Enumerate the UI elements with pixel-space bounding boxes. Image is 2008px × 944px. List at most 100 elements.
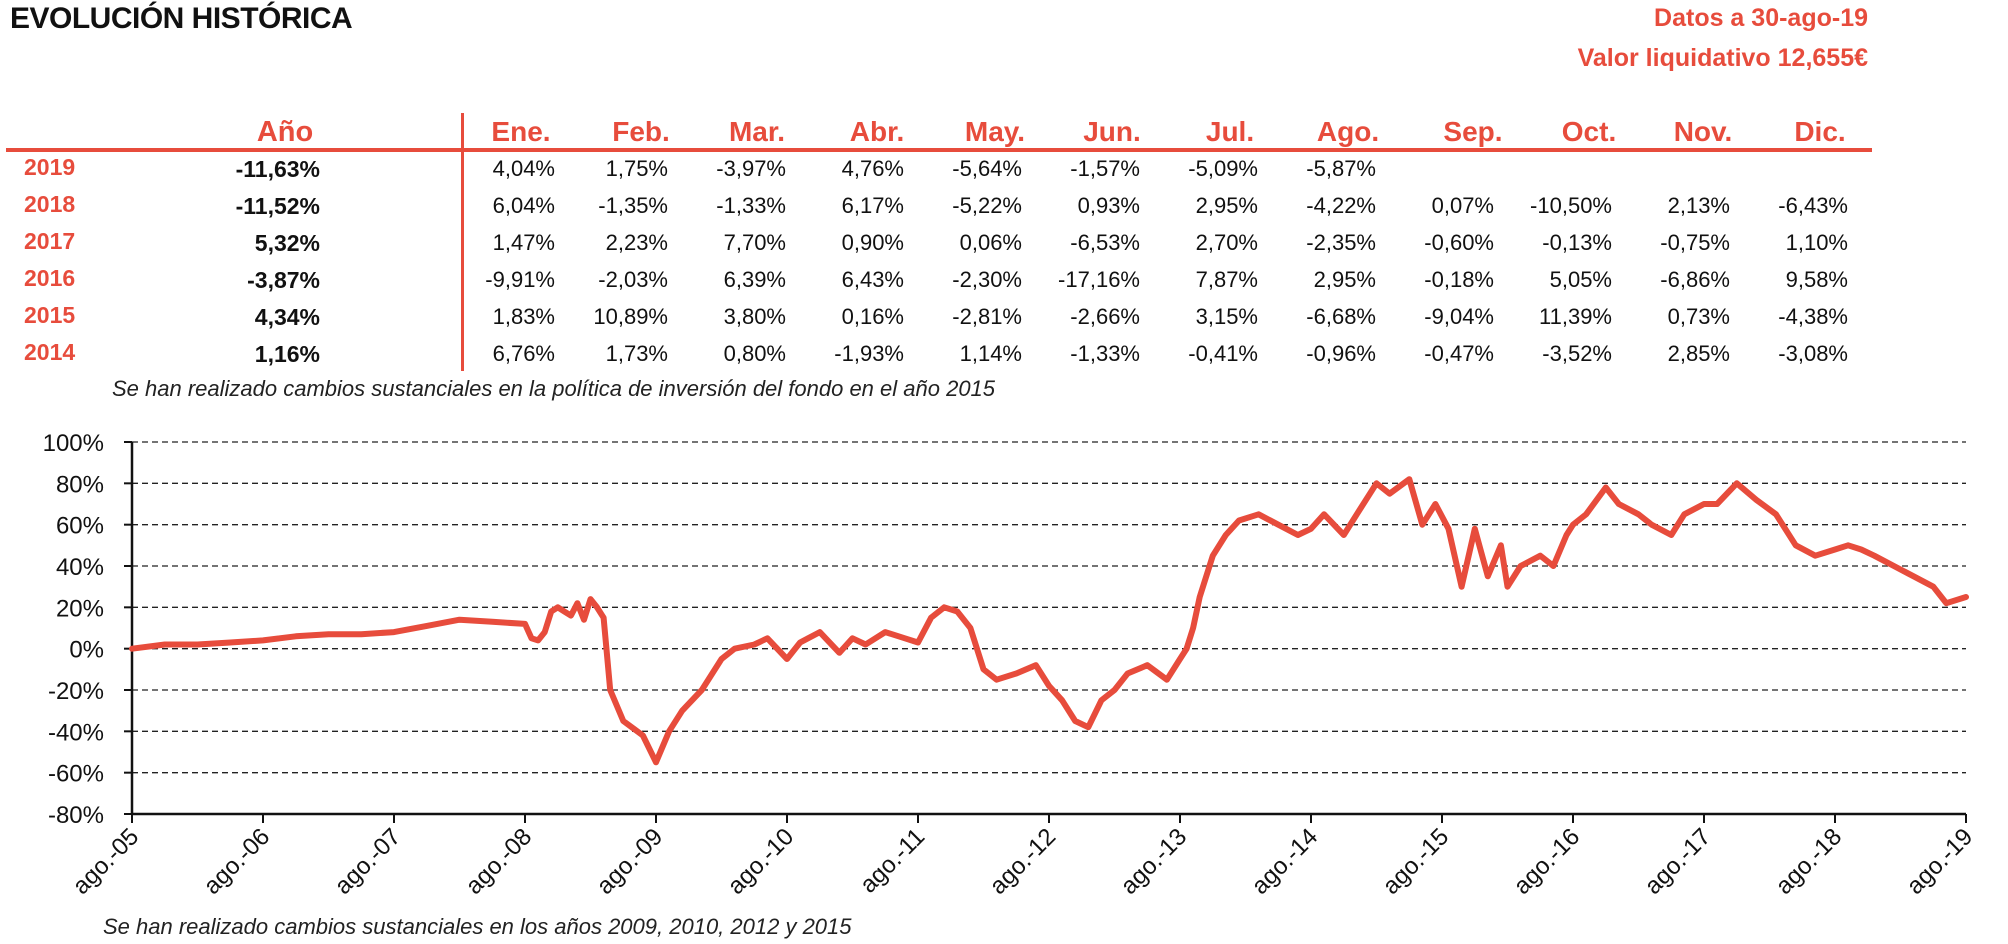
data-point: [1773, 511, 1779, 517]
monthly-return-cell: -4,38%: [1778, 304, 1848, 329]
data-point: [764, 635, 770, 641]
x-tick-label: ago.-17: [1640, 823, 1717, 900]
data-point: [1275, 522, 1281, 528]
data-point: [1072, 718, 1078, 724]
monthly-return-cell: -6,53%: [1070, 230, 1140, 255]
month-header-1: Ene.: [491, 116, 551, 147]
data-point: [666, 728, 672, 734]
monthly-return-cell: -3,52%: [1542, 341, 1612, 366]
data-point: [1256, 511, 1262, 517]
monthly-return-cell: -2,66%: [1070, 304, 1140, 329]
month-header-11: Nov.: [1673, 116, 1733, 147]
data-point: [1681, 511, 1687, 517]
month-header-6: Jun.: [1083, 116, 1141, 147]
data-point: [594, 604, 600, 610]
data-point: [836, 650, 842, 656]
row-year: 2019: [24, 154, 76, 180]
data-point: [1033, 662, 1039, 668]
row-annual-return: -11,52%: [235, 193, 320, 219]
x-tick-label: ago.-05: [68, 823, 145, 900]
monthly-return-cell: -3,08%: [1778, 341, 1848, 366]
monthly-return-cell: -9,04%: [1424, 304, 1494, 329]
monthly-return-cell: 6,39%: [723, 267, 786, 292]
data-point: [981, 666, 986, 672]
data-point: [1459, 584, 1465, 590]
monthly-return-cell: 2,13%: [1667, 193, 1730, 218]
data-point: [1013, 670, 1019, 676]
performance-chart: 100%80%60%40%20%0%-20%-40%-60%-80%ago.-0…: [43, 430, 1979, 900]
monthly-return-cell: -2,35%: [1306, 230, 1376, 255]
data-point: [529, 635, 535, 641]
data-point: [1793, 542, 1799, 548]
data-point: [260, 637, 266, 643]
data-point: [1570, 522, 1576, 528]
data-point: [1223, 532, 1229, 538]
monthly-return-cell: 1,73%: [605, 341, 668, 366]
monthly-return-cell: 1,83%: [492, 304, 555, 329]
data-point: [1963, 594, 1969, 600]
month-header-10: Oct.: [1561, 116, 1617, 147]
monthly-return-cell: 2,23%: [605, 230, 668, 255]
data-point: [1197, 594, 1203, 600]
monthly-return-cell: 1,47%: [492, 230, 555, 255]
y-tick-label: 20%: [56, 595, 104, 622]
monthly-return-cell: 1,10%: [1785, 230, 1848, 255]
x-tick-label: ago.-15: [1378, 823, 1455, 900]
monthly-return-cell: 4,76%: [841, 156, 904, 181]
row-annual-return: -3,87%: [247, 267, 320, 293]
monthly-return-cell: 1,75%: [605, 156, 668, 181]
monthly-return-cell: -6,86%: [1660, 267, 1730, 292]
month-header-12: Dic.: [1794, 116, 1846, 147]
data-point: [1734, 480, 1740, 486]
data-point: [1603, 484, 1609, 490]
monthly-return-cell: 3,80%: [723, 304, 786, 329]
data-point: [817, 629, 823, 635]
x-tick-label: ago.-10: [723, 823, 800, 900]
monthly-return-cell: -5,22%: [952, 193, 1022, 218]
monthly-return-cell: 5,05%: [1549, 267, 1612, 292]
data-point: [227, 639, 233, 645]
monthly-return-cell: 0,16%: [841, 304, 904, 329]
y-tick-label: 60%: [56, 513, 104, 540]
monthly-return-cell: 7,70%: [723, 230, 786, 255]
monthly-return-cell: 0,73%: [1667, 304, 1730, 329]
data-point: [1537, 553, 1543, 559]
monthly-return-cell: -0,13%: [1542, 230, 1612, 255]
data-point: [1832, 546, 1838, 552]
data-point: [391, 629, 397, 635]
data-point: [293, 633, 299, 639]
row-annual-return: -11,63%: [235, 156, 320, 182]
row-annual-return: 4,34%: [254, 304, 320, 330]
y-tick-label: -40%: [48, 719, 104, 746]
data-point: [719, 656, 724, 662]
data-point: [1190, 625, 1196, 631]
monthly-return-cell: 2,85%: [1667, 341, 1730, 366]
data-point: [1845, 542, 1851, 548]
monthly-return-cell: 6,17%: [841, 193, 904, 218]
data-point: [581, 617, 587, 623]
monthly-return-cell: 11,39%: [1539, 304, 1612, 329]
row-year: 2016: [24, 265, 76, 291]
monthly-return-cell: 2,70%: [1195, 230, 1258, 255]
month-header-4: Abr.: [849, 116, 905, 147]
data-point: [699, 687, 705, 693]
data-point: [1498, 542, 1504, 548]
data-point: [679, 708, 685, 714]
data-point: [1753, 497, 1759, 503]
data-point: [542, 629, 548, 635]
y-tick-label: 80%: [56, 471, 104, 498]
data-point: [1943, 600, 1949, 606]
monthly-return-cell: 6,04%: [492, 193, 555, 218]
monthly-return-cell: 2,95%: [1313, 267, 1376, 292]
x-tick-label: ago.-19: [1902, 823, 1979, 900]
row-year: 2014: [24, 339, 76, 365]
monthly-return-cell: 0,93%: [1077, 193, 1140, 218]
data-point: [1046, 683, 1052, 689]
data-point: [424, 623, 430, 629]
data-point: [784, 656, 790, 662]
data-point: [640, 732, 646, 738]
data-point: [1098, 697, 1104, 703]
monthly-return-cell: 6,43%: [841, 267, 904, 292]
data-point: [967, 625, 973, 631]
data-point: [1164, 677, 1170, 683]
